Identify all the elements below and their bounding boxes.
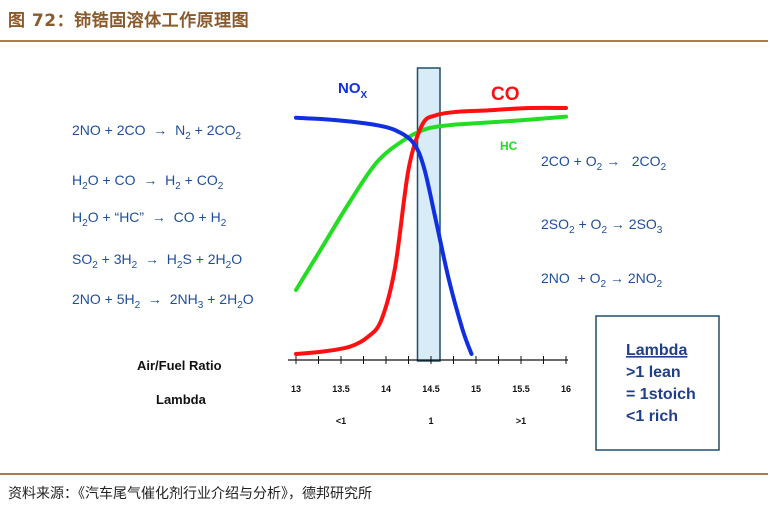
right-equation: 2CO + O2 → 2CO2 bbox=[541, 153, 667, 173]
left-equation: H2O + “HC” → CO + H2 bbox=[72, 209, 227, 229]
lambda-axis-label: Lambda bbox=[156, 392, 207, 407]
left-equation: 2NO + 2CO → N2 + 2CO2 bbox=[72, 122, 242, 142]
x-tick-label: 14 bbox=[381, 384, 391, 394]
lambda-box-line: >1 lean bbox=[626, 364, 681, 381]
lambda-legend-box bbox=[595, 315, 720, 451]
lambda-box-line: = 1stoich bbox=[626, 386, 696, 403]
bottom-divider bbox=[0, 473, 768, 475]
stoichiometric-window bbox=[416, 67, 441, 362]
series-label-nox: NOX bbox=[338, 80, 368, 101]
x-tick-label: 15 bbox=[471, 384, 481, 394]
left-equation: H2O + CO → H2 + CO2 bbox=[72, 172, 224, 192]
lambda-box-line: <1 rich bbox=[626, 408, 678, 425]
right-equation: 2NO + O2 → 2NO2 bbox=[541, 270, 663, 290]
lambda-tick-label: >1 bbox=[516, 416, 526, 426]
series-line-hc bbox=[294, 114, 568, 292]
x-axis-label: Air/Fuel Ratio bbox=[137, 358, 222, 373]
x-tick-label: 13 bbox=[291, 384, 301, 394]
x-tick-label: 16 bbox=[561, 384, 571, 394]
x-tick-label: 15.5 bbox=[512, 384, 530, 394]
right-equation: 2SO2 + O2 → 2SO3 bbox=[541, 216, 663, 236]
series-line-co bbox=[294, 105, 568, 356]
left-equation: 2NO + 5H2 → 2NH3 + 2H2O bbox=[72, 291, 254, 311]
series-line-nox bbox=[294, 115, 474, 356]
top-divider bbox=[0, 40, 768, 42]
x-tick-label: 14.5 bbox=[422, 384, 440, 394]
lambda-tick-label: <1 bbox=[336, 416, 346, 426]
lambda-tick-label: 1 bbox=[428, 416, 433, 426]
source-note: 资料来源：《汽车尾气催化剂行业介绍与分析》，德邦研究所 bbox=[8, 486, 372, 502]
x-tick-label: 13.5 bbox=[332, 384, 350, 394]
left-equation: SO2 + 3H2 → H2S + 2H2O bbox=[72, 251, 242, 271]
lambda-box-heading: Lambda bbox=[626, 342, 687, 359]
series-label-hc: HC bbox=[500, 139, 518, 153]
figure-title: 图 72：铈锆固溶体工作原理图 bbox=[8, 11, 250, 31]
series-label-co: CO bbox=[491, 84, 520, 105]
